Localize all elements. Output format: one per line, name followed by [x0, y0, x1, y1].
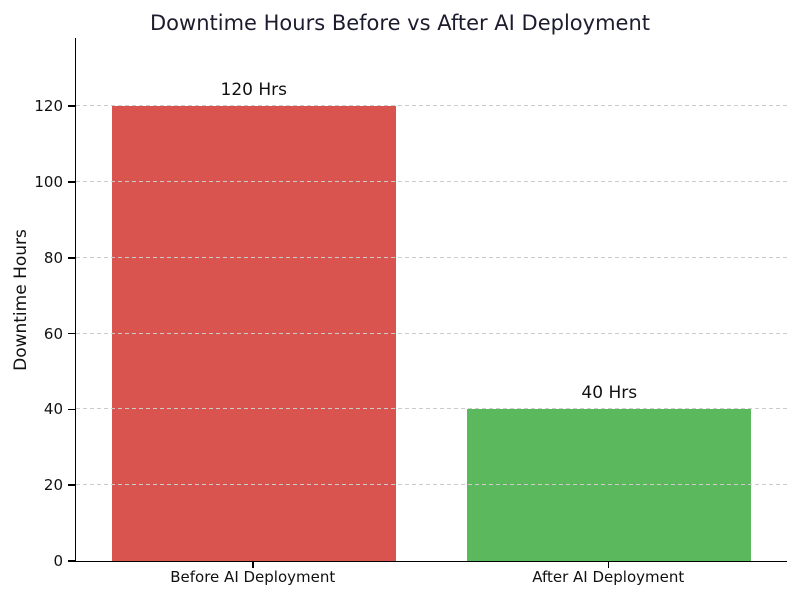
y-tick-label: 80: [43, 248, 63, 267]
y-tick-label: 0: [53, 552, 63, 570]
gridline: [76, 181, 787, 183]
y-tick-label: 60: [43, 324, 63, 343]
bar-after-ai-deployment: [467, 409, 752, 561]
y-tick-mark: [68, 105, 75, 107]
y-tick-mark: [68, 408, 75, 411]
chart-title: Downtime Hours Before vs After AI Deploy…: [150, 11, 650, 35]
x-tick-mark: [607, 562, 609, 568]
gridline: [76, 256, 787, 258]
gridline: [76, 105, 787, 107]
bar-value-label: 120 Hrs: [220, 80, 287, 101]
x-tick-label: Before AI Deployment: [170, 568, 336, 586]
y-tick-mark: [68, 332, 75, 335]
gridline: [76, 484, 787, 486]
gridline: [76, 332, 787, 334]
bar-before-ai-deployment: [111, 106, 396, 561]
y-tick-mark: [68, 181, 75, 183]
y-tick-label: 100: [34, 173, 63, 191]
bar-value-label: 40 Hrs: [581, 383, 638, 404]
y-tick-mark: [68, 484, 75, 486]
x-tick-label: After AI Deployment: [532, 568, 685, 586]
y-axis-label: Downtime Hours: [11, 229, 31, 371]
y-tick-mark: [68, 257, 75, 259]
y-tick-label: 120: [34, 97, 63, 116]
y-tick-label: 40: [43, 400, 63, 419]
plot-area: 120 Hrs 40 Hrs: [75, 38, 787, 562]
gridline: [76, 408, 787, 410]
y-tick-mark: [68, 560, 75, 562]
y-tick-label: 20: [43, 476, 63, 495]
x-tick-mark: [252, 562, 254, 568]
